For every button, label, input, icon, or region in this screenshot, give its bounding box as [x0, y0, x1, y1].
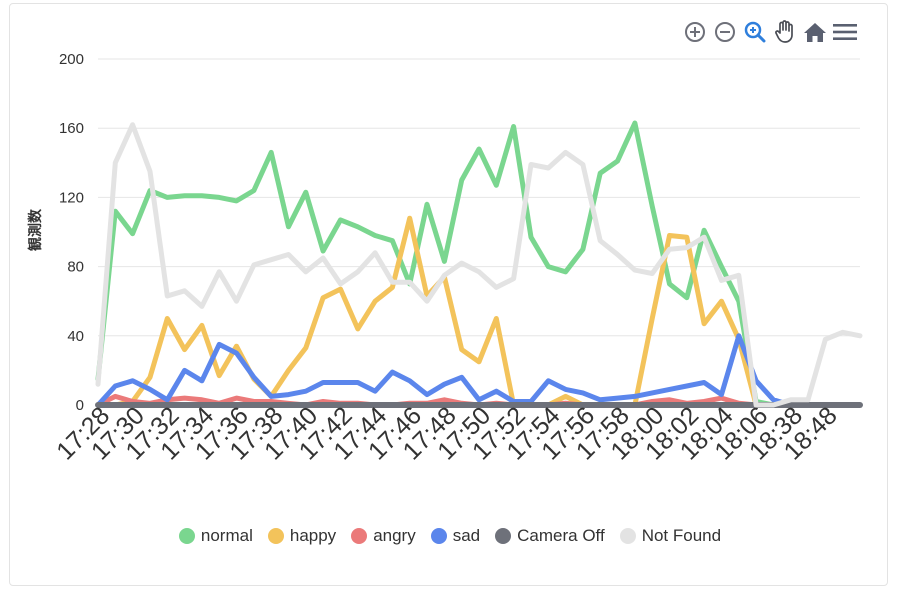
series-line-sad [95, 333, 863, 408]
zoom-in-icon[interactable] [682, 19, 708, 45]
y-tick-label: 120 [59, 189, 84, 206]
menu-icon[interactable] [832, 19, 858, 45]
legend-label: Camera Off [517, 526, 605, 545]
series-line-not-found [95, 122, 863, 408]
legend-swatch [351, 528, 368, 544]
legend-item-camera-off[interactable]: Camera Off [495, 526, 605, 546]
legend-item-normal[interactable]: normal [178, 526, 253, 546]
legend-swatch [178, 528, 195, 544]
y-tick-label: 40 [67, 328, 84, 345]
legend-item-happy[interactable]: happy [267, 526, 337, 546]
legend-label: normal [200, 526, 253, 545]
legend-swatch [267, 528, 284, 544]
legend-label: sad [452, 526, 481, 545]
chart-legend: normal happy angry sad Camera Off Not Found [0, 526, 900, 546]
legend-label: happy [289, 526, 337, 545]
legend-label: angry [373, 526, 416, 545]
y-tick-label: 80 [67, 259, 84, 276]
legend-item-sad[interactable]: sad [430, 526, 481, 546]
y-tick-label: 160 [59, 120, 84, 137]
legend-swatch [495, 528, 512, 544]
selection-zoom-icon[interactable] [742, 19, 768, 45]
y-axis-label: 観測数 [27, 208, 44, 251]
home-reset-icon[interactable] [802, 19, 828, 45]
zoom-out-icon[interactable] [712, 19, 738, 45]
legend-swatch [619, 528, 636, 544]
pan-hand-icon[interactable] [772, 19, 798, 45]
series-line-normal [95, 120, 863, 408]
y-tick-label: 200 [59, 51, 84, 68]
y-tick-label: 0 [76, 397, 84, 414]
legend-item-not-found[interactable]: Not Found [619, 526, 722, 546]
series-line-happy [95, 215, 863, 408]
legend-swatch [430, 528, 447, 544]
legend-label: Not Found [641, 526, 722, 545]
chart-toolbar [682, 19, 858, 45]
legend-item-angry[interactable]: angry [351, 526, 416, 546]
